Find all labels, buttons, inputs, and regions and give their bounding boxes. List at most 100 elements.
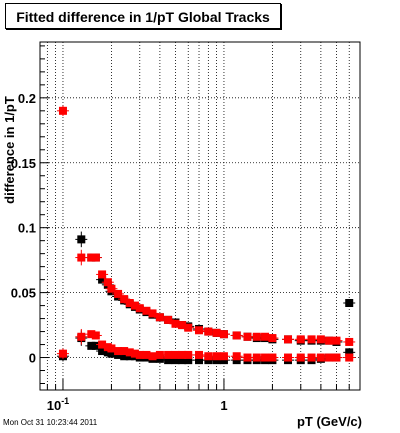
red-data-point: [164, 315, 173, 324]
y-tick-labels: 0 0.05 0.1 0.15 0.2: [11, 91, 36, 366]
red-data-point: [155, 313, 164, 322]
grid: [40, 42, 360, 390]
black-data-point: [195, 356, 204, 365]
black-data-point: [77, 235, 86, 244]
red-data-point: [325, 353, 334, 362]
red-data-point: [252, 353, 261, 362]
black-data-point: [91, 341, 100, 350]
red-data-point: [195, 350, 204, 359]
black-data-point: [164, 356, 173, 365]
red-data-point: [345, 337, 354, 346]
red-data-point: [120, 347, 129, 356]
red-data-point: [171, 319, 180, 328]
red-data-point: [204, 327, 213, 336]
red-data-point: [107, 284, 116, 293]
red-data-point: [232, 331, 241, 340]
red-data-point: [142, 306, 151, 315]
red-data-point: [135, 304, 144, 313]
black-data-point: [98, 347, 107, 356]
red-data-point: [316, 335, 325, 344]
black-data-point: [98, 275, 107, 284]
red-data-point: [316, 353, 325, 362]
red-data-point: [178, 321, 187, 330]
red-data-point: [114, 289, 123, 298]
y-tick-label: 0: [29, 351, 36, 366]
black-data-point: [345, 348, 354, 357]
red-data-point: [345, 353, 354, 362]
y-tick-label: 0.05: [11, 286, 36, 301]
red-data-point: [212, 328, 221, 337]
red-data-point: [219, 352, 228, 361]
red-data-point: [171, 350, 180, 359]
axes: [39, 41, 361, 391]
red-data-point: [103, 278, 112, 287]
red-data-point: [77, 253, 86, 262]
data-points: [56, 105, 356, 365]
red-data-point: [243, 353, 252, 362]
red-data-point: [164, 350, 173, 359]
y-tick-label: 0.2: [18, 91, 36, 106]
red-data-point: [232, 352, 241, 361]
black-data-point: [345, 299, 354, 307]
red-data-point: [114, 347, 123, 356]
red-data-point: [178, 350, 187, 359]
red-data-point: [296, 353, 305, 362]
red-data-point: [148, 309, 157, 318]
red-data-point: [148, 352, 157, 361]
x-tick-label: 1: [220, 398, 227, 413]
red-data-point: [87, 330, 96, 339]
red-data-point: [142, 350, 151, 359]
red-data-point: [307, 335, 316, 344]
black-data-point: [178, 356, 187, 365]
y-axis-title: difference in 1/pT: [2, 96, 17, 204]
plot-frame: [39, 41, 361, 391]
red-data-point: [195, 326, 204, 335]
red-data-point: [268, 334, 277, 343]
y-tick-label: 0.15: [11, 156, 36, 171]
red-data-point: [135, 350, 144, 359]
red-data-point: [155, 350, 164, 359]
black-data-point: [184, 356, 193, 365]
black-data-point: [171, 356, 180, 365]
red-data-point: [130, 349, 139, 358]
x-axis-title: pT (GeV/c): [297, 414, 362, 429]
title-box: Fitted difference in 1/pT Global Tracks: [5, 3, 281, 29]
chart-title: Fitted difference in 1/pT Global Tracks: [16, 9, 270, 25]
red-data-point: [252, 332, 261, 341]
red-data-point: [91, 331, 100, 340]
red-data-point: [98, 270, 107, 279]
red-data-point: [261, 353, 270, 362]
red-data-point: [125, 299, 134, 307]
red-data-point: [77, 332, 86, 341]
black-data-point: [107, 349, 116, 358]
red-data-point: [91, 253, 100, 262]
red-data-point: [268, 353, 277, 362]
red-data-point: [332, 336, 341, 345]
red-data-point: [332, 353, 341, 362]
red-data-point: [243, 332, 252, 341]
red-data-point: [125, 348, 134, 357]
red-data-point: [130, 301, 139, 310]
red-data-point: [58, 106, 67, 115]
x-tick-exponent: -1: [61, 396, 69, 406]
red-data-point: [204, 352, 213, 361]
red-data-point: [107, 344, 116, 353]
y-tick-label: 0.1: [18, 221, 36, 236]
red-data-point: [184, 350, 193, 359]
red-data-point: [325, 336, 334, 345]
red-data-point: [261, 332, 270, 341]
red-data-point: [184, 323, 193, 332]
red-data-point: [219, 330, 228, 339]
x-tick-labels: 10-1 1: [47, 396, 228, 413]
red-data-point: [120, 295, 129, 304]
red-data-point: [307, 353, 316, 362]
red-data-point: [212, 352, 221, 361]
red-data-point: [296, 335, 305, 344]
red-data-point: [284, 335, 293, 344]
x-tick-label: 10-1: [47, 396, 69, 413]
red-data-point: [58, 349, 67, 358]
red-data-point: [284, 353, 293, 362]
red-data-point: [98, 340, 107, 349]
timestamp: Mon Oct 31 10:23:44 2011: [3, 418, 98, 427]
